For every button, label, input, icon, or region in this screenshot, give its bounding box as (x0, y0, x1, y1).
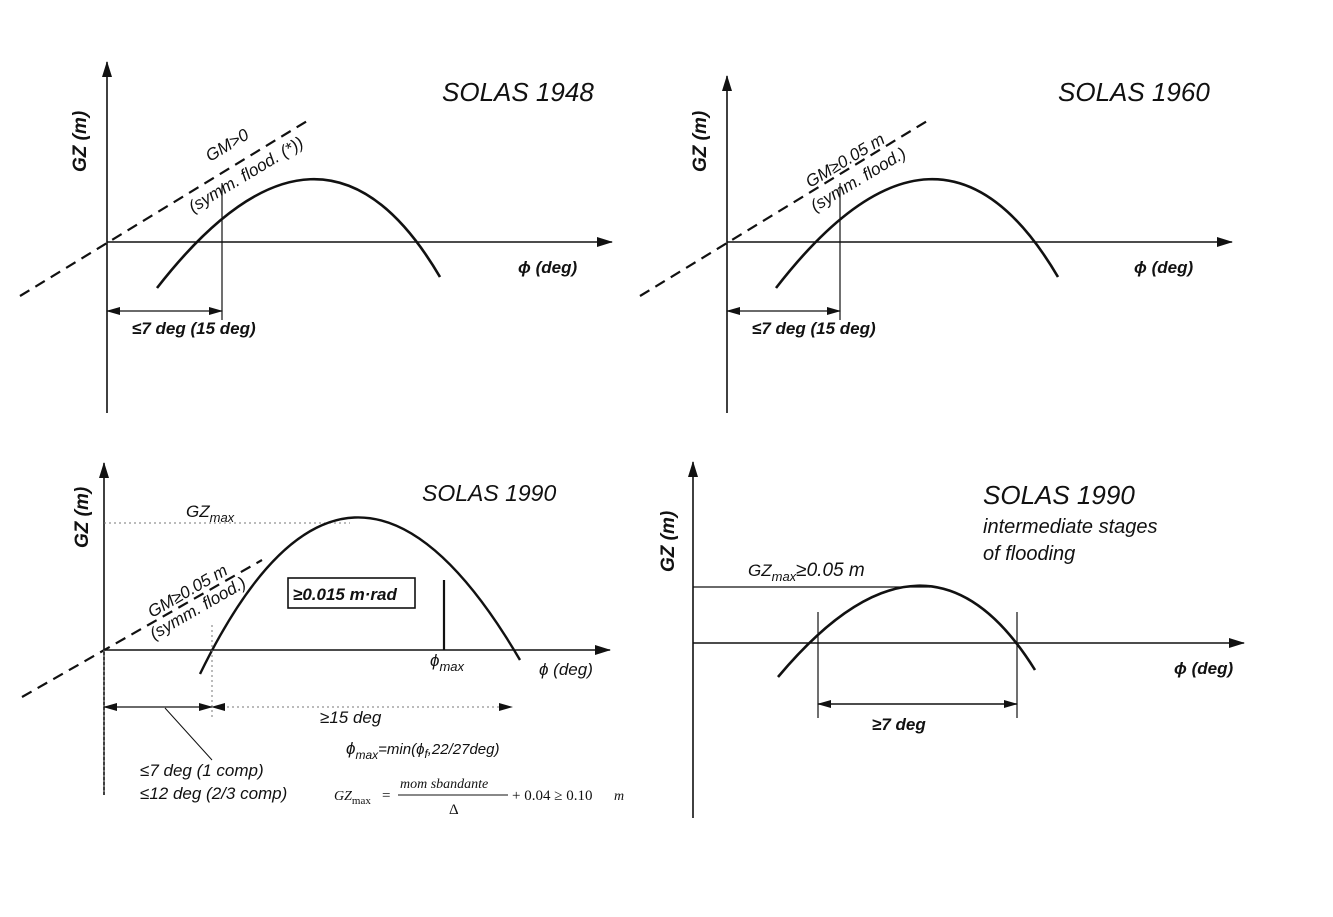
y-axis-label: GZ (m) (658, 511, 679, 572)
gz-max-formula-lhs: GZmax (334, 789, 371, 807)
gz-max-formula-tail: + 0.04 ≥ 0.10 (512, 788, 592, 804)
gm-dashed-line (19, 117, 313, 297)
angle-label-2-3-comp: ≤12 deg (2/3 comp) (140, 784, 287, 803)
panel-solas-1960: SOLAS 1960 GZ (m) ϕ (deg) GM≥0.05 m (sym… (639, 75, 1233, 413)
x-axis-label: ϕ (deg) (518, 258, 577, 277)
x-axis-label: ϕ (deg) (1174, 659, 1233, 678)
gz-max-formula: GZmax = mom sbandante Δ + 0.04 ≥ 0.10 m (334, 777, 624, 818)
panel-solas-1948: SOLAS 1948 GZ (m) ϕ (deg) GM>0 (symm. fl… (19, 61, 613, 413)
phi-max-label: ϕmax (430, 651, 465, 674)
gzmax-label: GZmax≥0.05 m (748, 560, 865, 584)
gz-curve (198, 516, 522, 675)
panel-solas-1990-intermediate: SOLAS 1990 intermediate stages of floodi… (658, 461, 1245, 818)
panel-title: SOLAS 1990 (983, 480, 1135, 510)
angle-label: ≤7 deg (15 deg) (752, 319, 876, 338)
area-label: ≥0.015 m·rad (293, 585, 397, 604)
gz-max-formula-denominator: Δ (449, 802, 459, 818)
x-axis-label: ϕ (deg) (539, 660, 593, 679)
angle-label-1-comp: ≤7 deg (1 comp) (140, 761, 264, 780)
gz-curve (774, 177, 1060, 289)
panel-subtitle-line-2: of flooding (983, 543, 1075, 565)
gz-curve (777, 584, 1037, 678)
panel-subtitle-line-1: intermediate stages (983, 516, 1158, 538)
range-label: ≥15 deg (320, 708, 382, 727)
phi-max-formula: ϕmax=min(ϕf,22/27deg) (346, 739, 500, 762)
gzmax-label: GZmax (186, 502, 235, 525)
angle-label: ≤7 deg (15 deg) (132, 319, 256, 338)
gz-max-formula-numerator: mom sbandante (400, 777, 488, 792)
gm-label: GM>0 (202, 125, 252, 166)
area-box (287, 577, 416, 609)
y-axis-label: GZ (m) (72, 487, 93, 548)
panel-title: SOLAS 1960 (1058, 77, 1210, 107)
gz-max-formula-eq: = (382, 788, 390, 804)
gz-max-formula-unit: m (614, 789, 624, 804)
panel-title: SOLAS 1990 (422, 480, 556, 506)
x-axis-label: ϕ (deg) (1134, 258, 1193, 277)
y-axis-label: GZ (m) (690, 111, 711, 172)
range-label: ≥7 deg (872, 715, 926, 734)
angle-leader-line (164, 707, 213, 761)
gm-dashed-line (639, 117, 933, 297)
gz-curve (155, 177, 442, 289)
gm-note: (symm. flood. (*)) (185, 133, 307, 216)
panel-title: SOLAS 1948 (442, 77, 594, 107)
gm-dashed-line (21, 559, 263, 698)
y-axis-label: GZ (m) (70, 111, 91, 172)
panel-solas-1990: SOLAS 1990 GZ (m) ϕ (deg) GZmax GM≥0.05 … (21, 462, 624, 818)
